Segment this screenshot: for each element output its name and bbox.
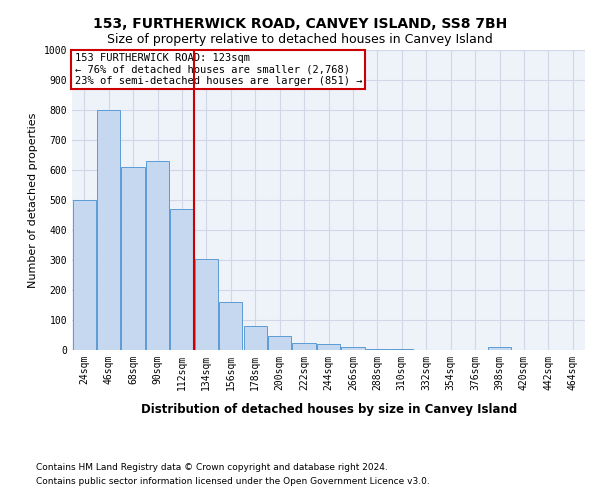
- Text: 153 FURTHERWICK ROAD: 123sqm
← 76% of detached houses are smaller (2,768)
23% of: 153 FURTHERWICK ROAD: 123sqm ← 76% of de…: [74, 53, 362, 86]
- Bar: [244, 326, 267, 350]
- Text: Contains HM Land Registry data © Crown copyright and database right 2024.: Contains HM Land Registry data © Crown c…: [36, 462, 388, 471]
- Bar: [195, 258, 218, 350]
- Text: Contains public sector information licensed under the Open Government Licence v3: Contains public sector information licen…: [36, 478, 430, 486]
- Bar: [488, 347, 511, 350]
- Bar: [366, 348, 389, 350]
- Bar: [97, 110, 120, 350]
- Bar: [73, 200, 96, 350]
- Text: Distribution of detached houses by size in Canvey Island: Distribution of detached houses by size …: [140, 402, 517, 415]
- Bar: [317, 344, 340, 350]
- Bar: [219, 302, 242, 350]
- Bar: [341, 347, 365, 350]
- Y-axis label: Number of detached properties: Number of detached properties: [28, 112, 38, 288]
- Bar: [121, 167, 145, 350]
- Text: Size of property relative to detached houses in Canvey Island: Size of property relative to detached ho…: [107, 32, 493, 46]
- Bar: [146, 161, 169, 350]
- Bar: [292, 342, 316, 350]
- Bar: [268, 336, 291, 350]
- Text: 153, FURTHERWICK ROAD, CANVEY ISLAND, SS8 7BH: 153, FURTHERWICK ROAD, CANVEY ISLAND, SS…: [93, 18, 507, 32]
- Bar: [170, 209, 194, 350]
